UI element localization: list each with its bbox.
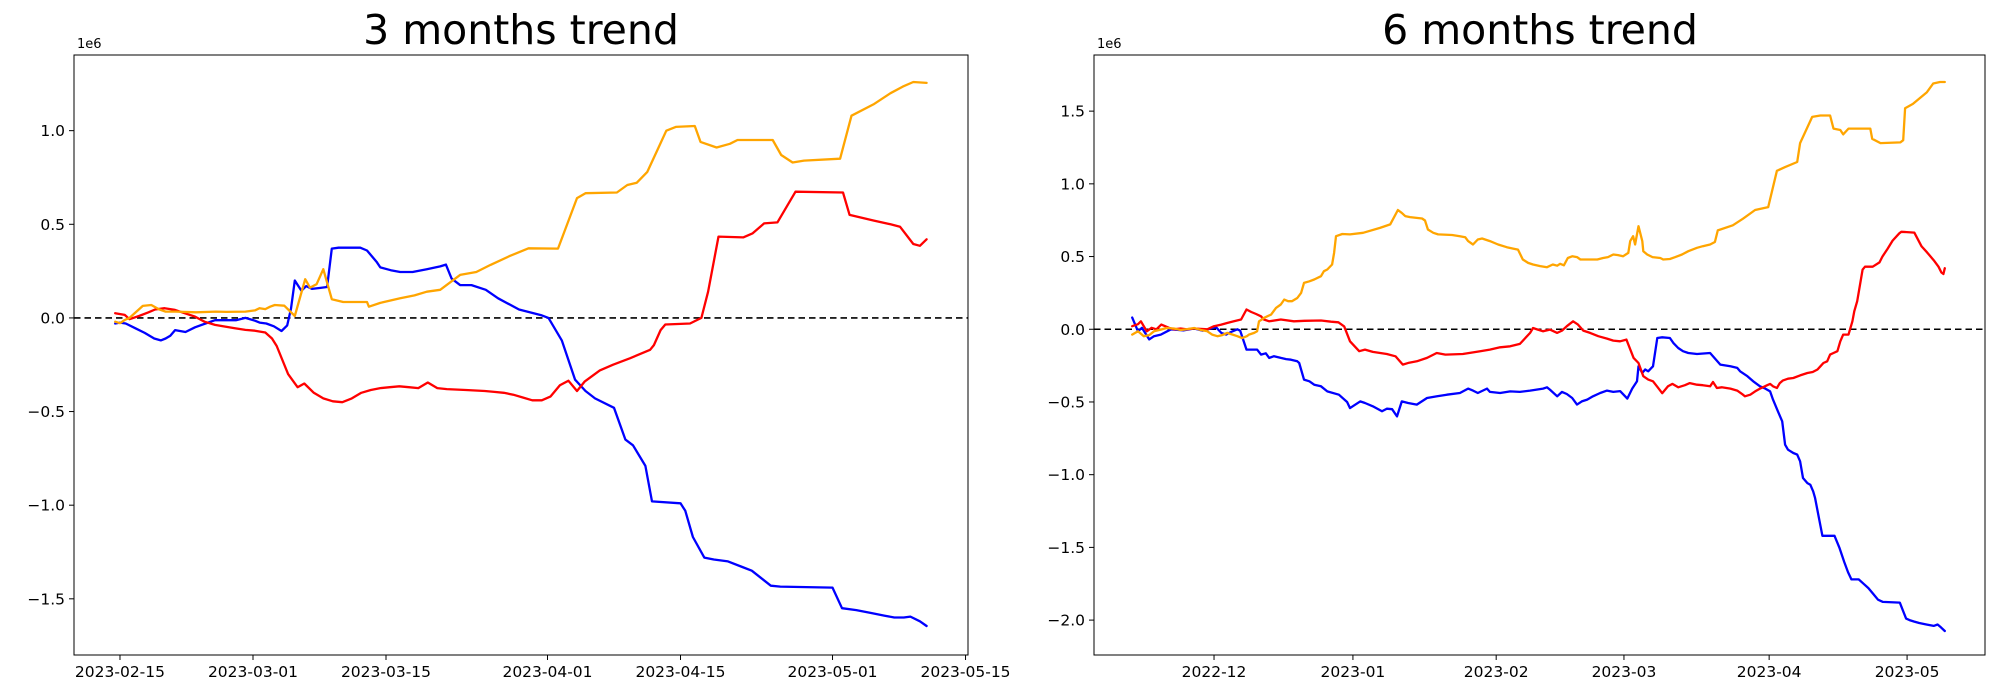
y-tick-label: 0.0	[40, 309, 65, 327]
chart-1: 2022-12 2023-01 2023-02 2023-03 2023-04 2023-…	[1047, 37, 1986, 681]
right-chart-title: 6 months trend	[1382, 6, 1698, 54]
y-tick-label: −1.5	[27, 590, 65, 608]
x-tick-label: 2023-04-01	[502, 663, 592, 681]
x-tick-label: 2023-03-01	[208, 663, 298, 681]
series-line-red	[114, 190, 928, 404]
x-tick-label: 2023-01	[1321, 663, 1386, 681]
x-tick-label: 2023-04	[1737, 663, 1802, 681]
y-tick-label: −0.5	[1047, 393, 1085, 411]
x-tick-label: 2023-02-15	[75, 663, 165, 681]
x-tick-label: 2023-03-15	[341, 663, 431, 681]
axis-offset-label: 1e6	[77, 37, 102, 52]
y-tick-label: −1.5	[1047, 539, 1085, 557]
y-tick-label: 1.5	[1060, 103, 1085, 121]
axes-spines	[73, 54, 969, 656]
series-line-blue	[1131, 316, 1946, 633]
series-line-blue	[114, 246, 928, 628]
y-tick-label: −2.0	[1047, 612, 1085, 630]
x-tick-label: 2023-05-15	[920, 663, 1010, 681]
x-tick-label: 2022-12	[1182, 663, 1247, 681]
series-line-orange	[114, 80, 928, 325]
x-tick-label: 2023-04-15	[635, 663, 725, 681]
y-tick-label: 0.0	[1060, 321, 1085, 339]
x-tick-label: 2023-05-01	[787, 663, 877, 681]
x-tick-label: 2023-05	[1875, 663, 1940, 681]
x-tick-label: 2023-03	[1592, 663, 1657, 681]
y-tick-label: 0.5	[40, 216, 65, 234]
x-tick-label: 2023-02	[1464, 663, 1529, 681]
y-tick-label: −0.5	[27, 403, 65, 421]
y-tick-label: 1.0	[1060, 175, 1085, 193]
left-chart-title: 3 months trend	[363, 6, 679, 54]
y-tick-label: 1.0	[40, 122, 65, 140]
axis-offset-label: 1e6	[1097, 37, 1122, 52]
series-line-orange	[1131, 80, 1946, 340]
y-tick-label: −1.0	[27, 497, 65, 515]
y-tick-label: −1.0	[1047, 466, 1085, 484]
series-line-red	[1131, 230, 1946, 398]
chart-0: 2023-02-15 2023-03-01 2023-03-15 2023-04-01…	[27, 37, 1010, 681]
axes-spines	[1093, 54, 1986, 656]
y-tick-label: 0.5	[1060, 248, 1085, 266]
